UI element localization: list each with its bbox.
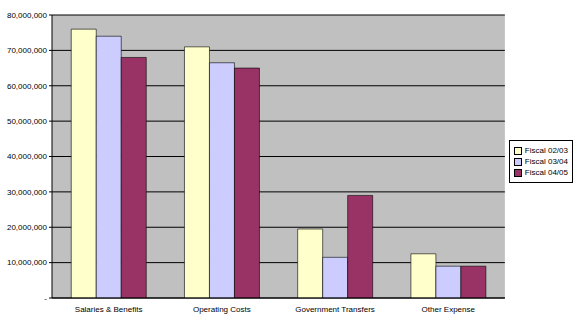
svg-text:40,000,000: 40,000,000 — [8, 152, 48, 161]
svg-text:30,000,000: 30,000,000 — [8, 188, 48, 197]
svg-text:50,000,000: 50,000,000 — [8, 117, 48, 126]
svg-text:70,000,000: 70,000,000 — [8, 46, 48, 55]
svg-text:Other Expense: Other Expense — [422, 305, 476, 314]
svg-text:20,000,000: 20,000,000 — [8, 223, 48, 232]
svg-text:Salaries & Benefits: Salaries & Benefits — [75, 305, 143, 314]
svg-text:Operating Costs: Operating Costs — [193, 305, 251, 314]
html-text:Fiscal 02/03: Fiscal 02/03 — [524, 146, 568, 155]
svg-text:60,000,000: 60,000,000 — [8, 82, 48, 91]
html-text:Fiscal 04/05: Fiscal 04/05 — [524, 168, 568, 177]
html-text:Fiscal 03/04: Fiscal 03/04 — [524, 157, 568, 166]
svg-text:80,000,000: 80,000,000 — [8, 11, 48, 20]
svg-text:10,000,000: 10,000,000 — [8, 258, 48, 267]
svg-text:Government Transfers: Government Transfers — [295, 305, 375, 314]
svg-text:-: - — [44, 294, 47, 303]
